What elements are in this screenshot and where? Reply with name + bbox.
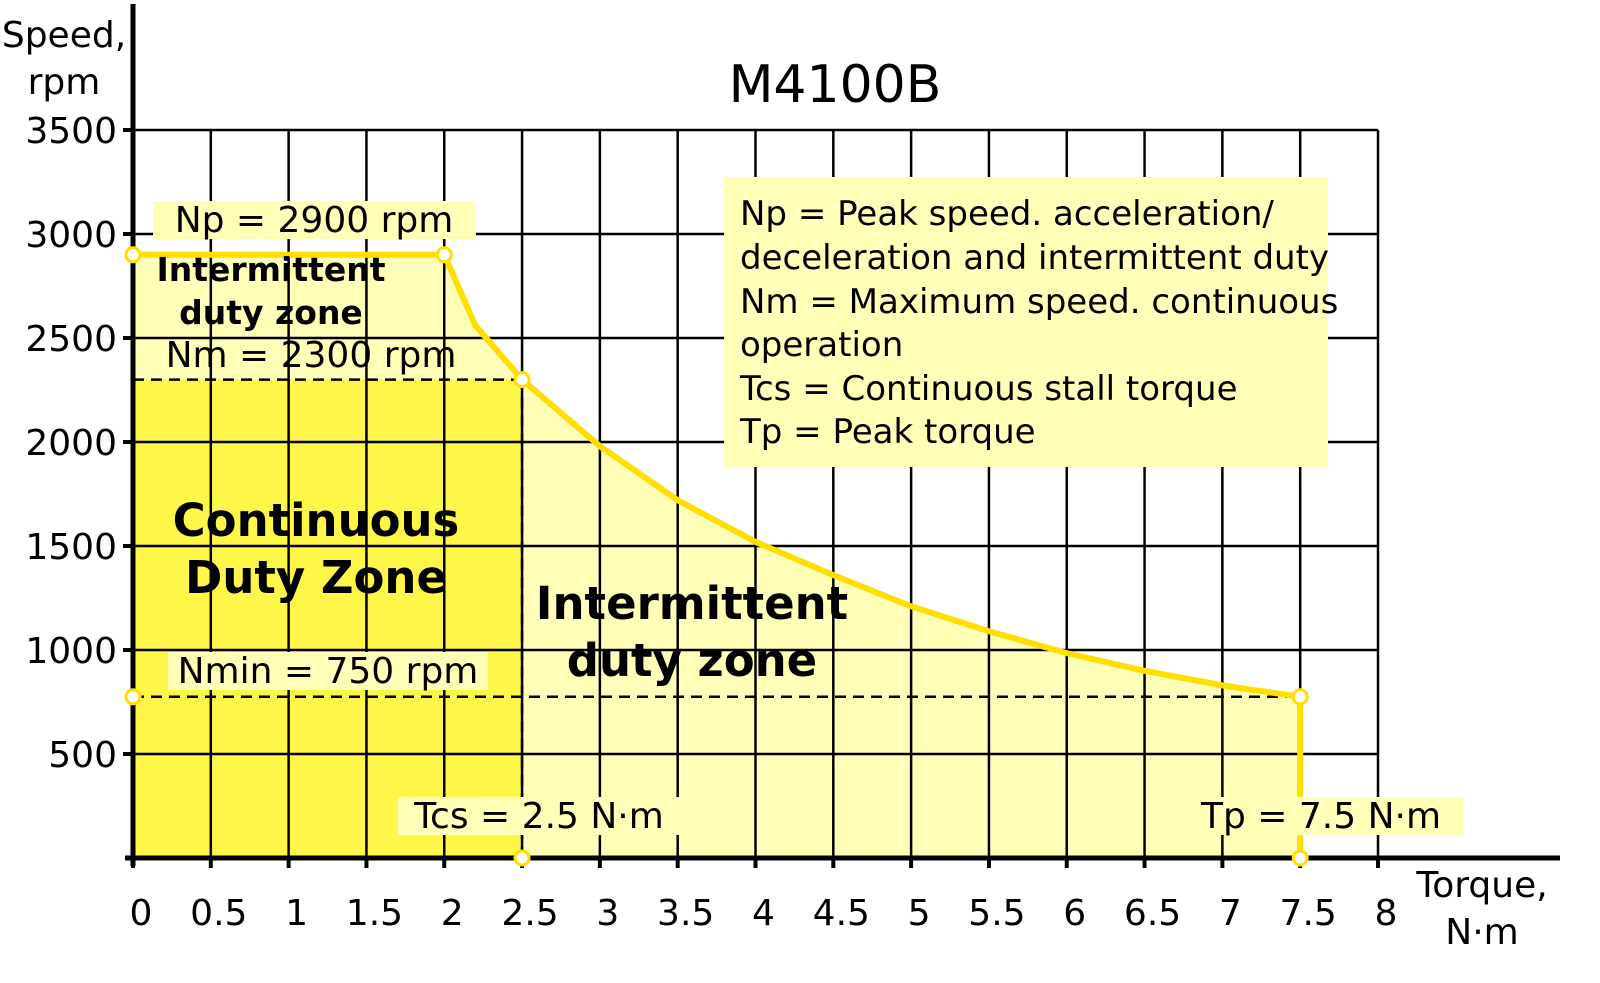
np-label-bg [153,201,476,239]
x-axis-label-line1: Torque, [1415,865,1547,906]
x-tick-label: 6 [1063,893,1086,934]
y-tick-labels: 500 1000 1500 2000 2500 3000 3500 [25,111,117,776]
marker-points [124,246,1309,867]
y-tick-label: 3000 [25,215,117,256]
speed-torque-envelope-line [133,251,1304,858]
y-tick-label: 1000 [25,631,117,672]
x-tick-label: 1 [285,893,308,934]
marker-point [124,688,142,706]
x-tick-label: 5 [908,893,931,934]
intermittent-zone-label-line1: Intermittent [536,577,848,630]
x-tick-label: 7.5 [1280,893,1337,934]
x-tick-label: 3 [596,893,619,934]
x-tick-label: 2.5 [501,893,558,934]
x-tick-label: 5.5 [968,893,1025,934]
tp-label: Tp = 7.5 N·m [1200,796,1441,837]
continuous-zone-label-line2: Duty Zone [185,551,447,604]
marker-point [513,371,531,389]
x-tick-label: 3.5 [657,893,714,934]
intermittent-zone-label-line2: duty zone [567,634,817,687]
chart-title: M4100B [729,55,942,115]
y-tick-label: 500 [48,735,117,776]
marker-point [513,849,531,867]
x-tick-label: 8 [1375,893,1398,934]
tp-label-bg [1180,797,1463,835]
legend-line-1: Np = Peak speed. acceleration/ [740,194,1274,234]
continuous-duty-area [133,379,523,858]
legend-line-4: operation [740,325,903,365]
reference-lines [133,378,1301,858]
np-label: Np = 2900 rpm [175,200,454,241]
y-tick-label: 2500 [25,319,117,360]
x-tick-label: 4 [752,893,775,934]
nmin-label-bg [168,652,488,690]
intermittent-small-label-line1: Intermittent [156,250,385,289]
nmin-label: Nmin = 750 rpm [178,651,479,692]
x-tick-labels: 0 0.5 1 1.5 2 2.5 3 3.5 4 4.5 5 5.5 6 6.5 7 7.5 8 [130,893,1398,934]
intermittent-small-label-line2: duty zone [179,293,363,332]
x-tick-label: 0.5 [190,893,247,934]
x-tick-label: 7 [1219,893,1242,934]
x-tick-label: 6.5 [1124,893,1181,934]
tcs-label-bg [398,797,681,835]
legend-line-3: Nm = Maximum speed. continuous [740,282,1338,322]
legend-line-2: deceleration and intermittent duty [740,238,1329,278]
x-tick-label: 4.5 [813,893,870,934]
marker-point [1291,849,1309,867]
x-tick-label: 1.5 [346,893,403,934]
y-axis-label-line2: rpm [28,62,101,103]
y-tick-label: 3500 [25,111,117,152]
continuous-zone-label-line1: Continuous [173,494,460,547]
y-axis-label-line1: Speed, [2,15,126,56]
marker-point [435,246,453,264]
legend-line-6: Tp = Peak torque [739,412,1036,452]
marker-point [124,246,142,264]
legend-box [724,177,1328,467]
x-axis-label-line2: N·m [1445,912,1518,953]
y-tick-label: 1500 [25,527,117,568]
x-tick-label: 0 [130,893,153,934]
marker-point [1291,688,1309,706]
tcs-label: Tcs = 2.5 N·m [413,796,664,837]
legend-line-5: Tcs = Continuous stall torque [739,369,1237,409]
x-tick-label: 2 [441,893,464,934]
y-tick-label: 2000 [25,423,117,464]
nm-label: Nm = 2300 rpm [166,335,457,376]
